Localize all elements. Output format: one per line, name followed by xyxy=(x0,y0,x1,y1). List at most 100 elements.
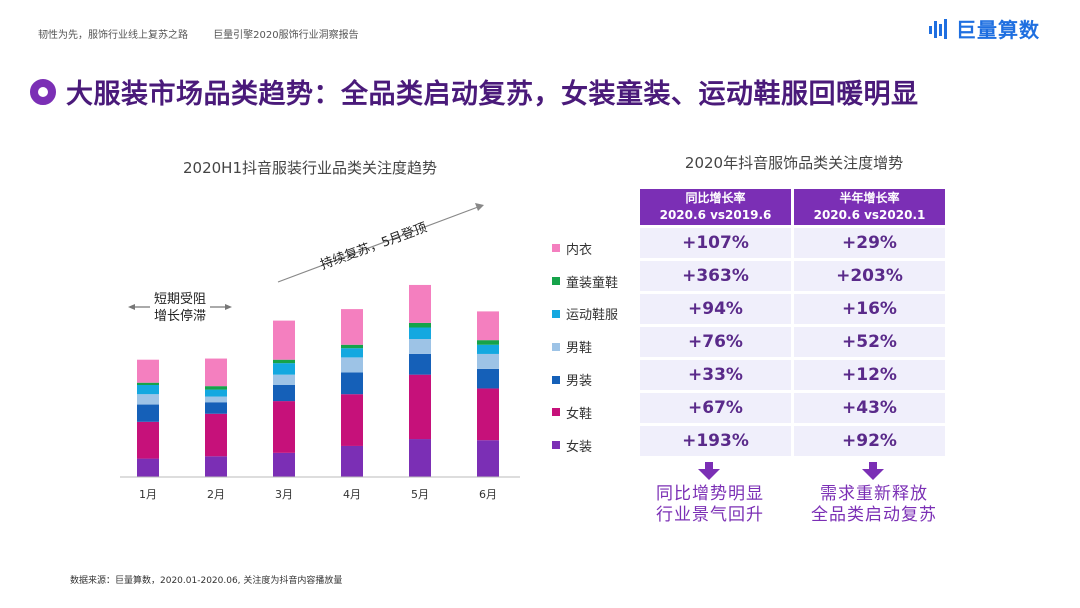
table-row: +107% +29% xyxy=(640,228,945,258)
bar-segment-女装 xyxy=(477,440,499,477)
bar-segment-女鞋 xyxy=(273,401,295,453)
column-header-half: 半年增长率 2020.6 vs2020.1 xyxy=(794,189,945,225)
yoy-cell: +76% xyxy=(640,327,791,357)
half-cell: +92% xyxy=(794,426,945,456)
right-table-title: 2020年抖音服饰品类关注度增势 xyxy=(684,154,904,172)
table-row: +193% +92% xyxy=(640,426,945,456)
bar-segment-童装童鞋 xyxy=(205,386,227,390)
legend-label: 女鞋 xyxy=(566,406,593,422)
page-title: 大服装市场品类趋势：全品类启动复苏，女装童装、运动鞋服回暖明显 xyxy=(66,79,919,110)
brand-logo: 巨量算数 xyxy=(928,14,1040,43)
bar-segment-童装童鞋 xyxy=(409,322,431,328)
growth-table: 同比增长率 2020.6 vs2019.6 半年增长率 2020.6 vs202… xyxy=(640,186,945,459)
half-cell: +52% xyxy=(794,327,945,357)
bar-segment-内衣 xyxy=(409,284,431,323)
bar-segment-男鞋 xyxy=(409,339,431,354)
early-arrowhead-right xyxy=(225,304,232,310)
early-annotation-line1: 短期受阻 xyxy=(154,292,206,307)
bar-segment-女装 xyxy=(205,456,227,477)
bar-segment-男鞋 xyxy=(205,396,227,403)
conclusion-left-line1: 同比增势明显 xyxy=(656,484,764,504)
bar-segment-内衣 xyxy=(477,311,499,341)
bar-segment-内衣 xyxy=(341,309,363,345)
bar-segment-女装 xyxy=(273,452,295,477)
legend-swatch xyxy=(552,408,560,417)
bar-segment-运动鞋服 xyxy=(477,344,499,354)
legend-item: 运动鞋服 xyxy=(552,298,618,331)
bar-segment-运动鞋服 xyxy=(273,363,295,375)
legend-item: 男鞋 xyxy=(552,330,618,363)
table-row: +76% +52% xyxy=(640,327,945,357)
title-ring-icon xyxy=(30,78,56,105)
trend-arrow xyxy=(277,206,479,283)
legend-label: 童装童鞋 xyxy=(566,275,619,291)
table-row: +94% +16% xyxy=(640,294,945,324)
legend-swatch xyxy=(552,441,560,450)
bar-segment-男鞋 xyxy=(137,394,159,405)
stacked-bar-chart: 1月 2月 3月 4月 5月 6月 短期受阻 增长停滞 持续复苏，5月登顶 xyxy=(120,203,520,501)
bar-segment-童装童鞋 xyxy=(137,382,159,385)
x-tick-label: 1月 xyxy=(139,488,157,501)
legend-swatch xyxy=(552,309,560,318)
early-arrowhead-left xyxy=(128,304,135,310)
header-right-text: 巨量引擎2020服饰行业洞察报告 xyxy=(213,30,359,41)
column-header-yoy: 同比增长率 2020.6 vs2019.6 xyxy=(640,189,791,225)
bar-segment-男鞋 xyxy=(341,357,363,373)
legend-item: 内衣 xyxy=(552,232,618,265)
column-header-half-line1: 半年增长率 xyxy=(839,191,900,205)
bar-segment-男鞋 xyxy=(273,374,295,385)
bar-segment-女鞋 xyxy=(137,421,159,459)
half-cell: +43% xyxy=(794,393,945,423)
bar-segment-女装 xyxy=(409,439,431,477)
yoy-cell: +107% xyxy=(640,228,791,258)
legend-label: 男鞋 xyxy=(566,341,593,357)
yoy-cell: +193% xyxy=(640,426,791,456)
column-header-yoy-line2: 2020.6 vs2019.6 xyxy=(659,208,772,222)
legend-item: 女鞋 xyxy=(552,396,618,429)
report-header: 韧性为先，服饰行业线上复苏之路 巨量引擎2020服饰行业洞察报告 xyxy=(38,26,381,41)
half-cell: +16% xyxy=(794,294,945,324)
legend-item: 童装童鞋 xyxy=(552,265,618,298)
bar-segment-女鞋 xyxy=(205,413,227,457)
conclusion-left: 同比增势明显 行业景气回升 xyxy=(630,484,790,526)
bar-segment-运动鞋服 xyxy=(341,348,363,358)
bar-segment-女装 xyxy=(137,458,159,477)
conclusion-left-line2: 行业景气回升 xyxy=(656,505,764,525)
early-annotation-line2: 增长停滞 xyxy=(154,308,206,324)
bar-segment-男装 xyxy=(273,385,295,402)
yoy-cell: +33% xyxy=(640,360,791,390)
legend-label: 内衣 xyxy=(566,242,593,258)
legend-label: 女装 xyxy=(566,439,593,455)
bar-segment-女鞋 xyxy=(477,388,499,441)
bar-segment-内衣 xyxy=(205,358,227,387)
column-header-yoy-line1: 同比增长率 xyxy=(685,191,746,205)
legend-label: 男装 xyxy=(566,374,593,390)
bar-segment-男装 xyxy=(137,404,159,422)
bar-segment-男装 xyxy=(477,368,499,389)
legend-item: 女装 xyxy=(552,429,618,462)
table-row: +33% +12% xyxy=(640,360,945,390)
legend-swatch xyxy=(552,375,560,384)
x-tick-label: 2月 xyxy=(207,488,225,501)
down-arrow-right-icon xyxy=(862,462,884,480)
bar-segment-女鞋 xyxy=(341,394,363,446)
bar-segment-运动鞋服 xyxy=(205,389,227,397)
bar-segment-运动鞋服 xyxy=(137,385,159,395)
bar-segment-童装童鞋 xyxy=(273,359,295,364)
legend-item: 男装 xyxy=(552,363,618,396)
page-title-row: 大服装市场品类趋势：全品类启动复苏，女装童装、运动鞋服回暖明显 xyxy=(30,72,919,111)
yoy-cell: +67% xyxy=(640,393,791,423)
conclusion-right: 需求重新释放 全品类启动复苏 xyxy=(794,484,954,526)
down-arrow-left-icon xyxy=(698,462,720,480)
legend-swatch xyxy=(552,244,560,253)
chart-legend: 内衣童装童鞋运动鞋服男鞋男装女鞋女装 xyxy=(552,232,618,462)
brand-bars-icon xyxy=(929,18,947,39)
bar-segment-童装童鞋 xyxy=(341,344,363,349)
legend-label: 运动鞋服 xyxy=(566,308,619,324)
brand-name: 巨量算数 xyxy=(956,18,1040,42)
bar-segment-男装 xyxy=(409,353,431,375)
data-source-note: 数据来源：巨量算数，2020.01-2020.06, 关注度为抖音内容播放量 xyxy=(70,576,343,586)
bar-segment-童装童鞋 xyxy=(477,340,499,345)
bar-segment-女鞋 xyxy=(409,374,431,440)
bar-segment-内衣 xyxy=(273,320,295,360)
